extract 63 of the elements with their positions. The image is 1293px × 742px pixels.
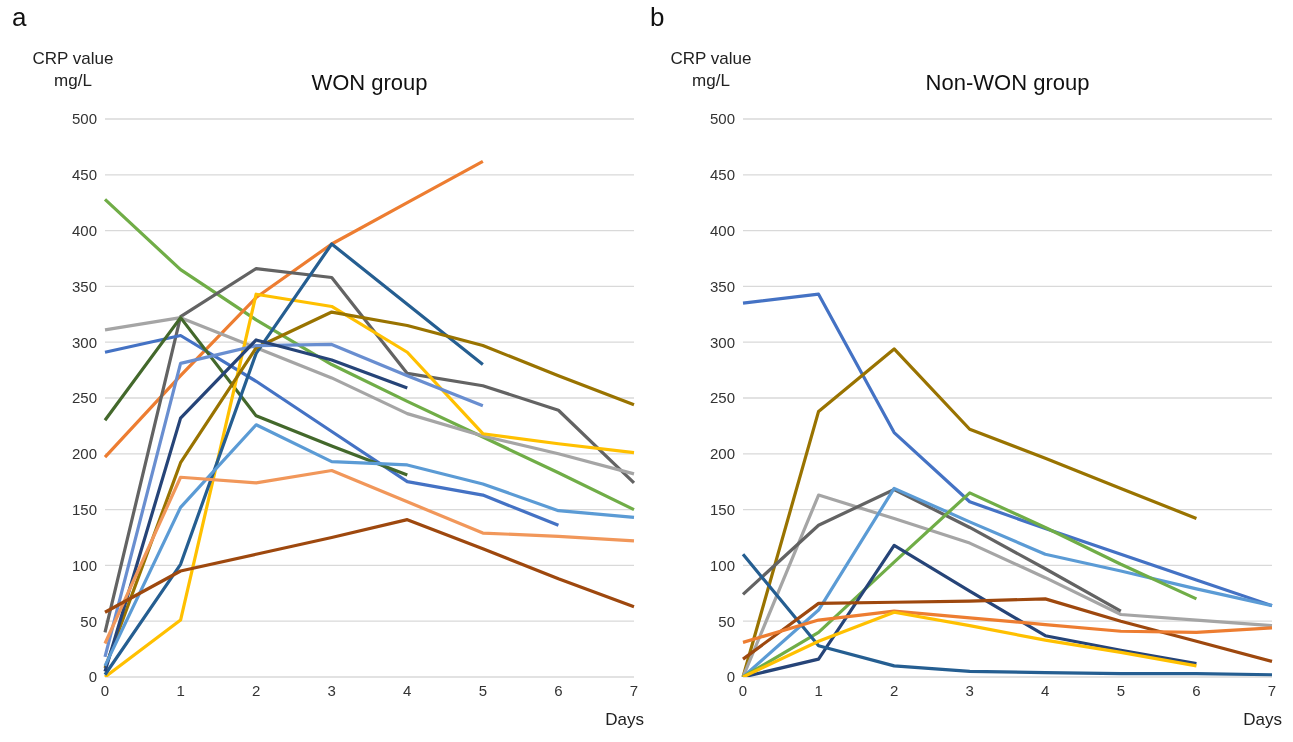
line-series	[103, 518, 636, 614]
y-tick-label: 100	[709, 556, 735, 574]
line-series	[103, 423, 636, 668]
text: b	[650, 2, 665, 33]
x-tick-label: 4	[403, 681, 412, 699]
y-tick-label: 350	[71, 277, 97, 295]
x-tick-label: 7	[629, 681, 639, 699]
line-series	[741, 347, 1199, 677]
line-series	[741, 487, 1123, 613]
y-tick-label: 200	[709, 445, 735, 463]
line-series	[103, 333, 561, 527]
y-tick-label: 250	[71, 389, 97, 407]
x-axis-title: Days	[1243, 710, 1282, 730]
line-series	[741, 597, 1274, 663]
x-tick-label: 0	[738, 681, 748, 699]
y-tick-label: 400	[71, 221, 97, 239]
y-tick-label: 300	[709, 333, 735, 351]
x-tick-label: 6	[554, 681, 563, 699]
x-tick-label: 2	[251, 681, 261, 699]
y-axis-title: CRP value mg/L	[669, 48, 753, 92]
y-tick-label: 150	[71, 500, 97, 518]
y-tick-label: 200	[71, 445, 97, 463]
y-tick-label: 400	[709, 221, 735, 239]
line-series	[741, 610, 1199, 677]
y-tick-label: 500	[709, 110, 735, 128]
y-tick-label: 0	[88, 668, 97, 686]
x-tick-label: 5	[478, 681, 488, 699]
line-series	[103, 242, 485, 677]
line-series	[103, 468, 636, 646]
y-tick-label: 150	[709, 500, 735, 518]
line-series	[103, 338, 409, 674]
y-tick-label: 500	[71, 110, 97, 128]
chart-title: Non-WON group	[924, 70, 1091, 96]
y-tick-label: 450	[71, 166, 97, 184]
line-series	[741, 552, 1274, 677]
x-tick-label: 2	[889, 681, 899, 699]
x-tick-label: 7	[1267, 681, 1277, 699]
y-tick-label: 0	[726, 668, 735, 686]
y-tick-label: 350	[709, 277, 735, 295]
text: a	[12, 2, 27, 33]
line-series	[741, 609, 1274, 644]
line-series	[103, 197, 636, 512]
y-tick-label: 50	[80, 612, 97, 630]
y-axis-title: CRP value mg/L	[31, 48, 115, 92]
x-tick-label: 0	[100, 681, 110, 699]
line-series	[103, 316, 636, 476]
x-tick-label: 3	[327, 681, 336, 699]
x-tick-label: 6	[1192, 681, 1201, 699]
x-tick-label: 1	[176, 681, 185, 699]
x-tick-label: 5	[1116, 681, 1126, 699]
y-tick-label: 300	[71, 333, 97, 351]
line-series	[103, 342, 485, 659]
y-tick-label: 50	[718, 612, 735, 630]
line-series	[103, 316, 409, 477]
x-tick-label: 3	[965, 681, 974, 699]
x-tick-label: 1	[814, 681, 823, 699]
y-tick-label: 450	[709, 166, 735, 184]
y-tick-label: 250	[709, 389, 735, 407]
chart-title: WON group	[310, 70, 429, 96]
x-tick-label: 4	[1041, 681, 1050, 699]
x-axis-title: Days	[605, 710, 644, 730]
line-series	[103, 266, 636, 634]
y-tick-label: 100	[71, 556, 97, 574]
